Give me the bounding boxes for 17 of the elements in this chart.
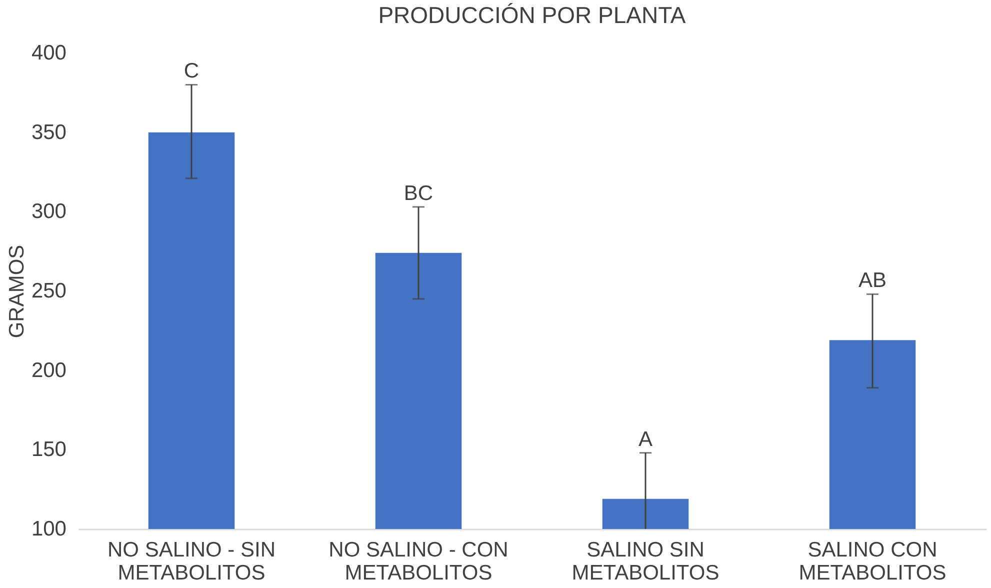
chart-title: PRODUCCIÓN POR PLANTA: [378, 2, 686, 28]
x-tick-label: NO SALINO - CON METABOLITOS: [328, 538, 508, 584]
y-tick-label: 200: [31, 358, 66, 382]
y-tick-label: 100: [31, 518, 66, 540]
y-tick-label: 150: [31, 438, 66, 462]
annotation: AB: [858, 269, 887, 292]
annotation: C: [184, 60, 200, 83]
y-tick-label: 350: [31, 120, 66, 144]
x-tick-label: SALINO SIN METABOLITOS: [572, 538, 720, 584]
y-axis-title: GRAMOS: [5, 244, 28, 338]
y-tick-label: 400: [31, 42, 66, 64]
annotation: A: [638, 428, 653, 451]
annotation: BC: [404, 182, 434, 205]
y-tick-label: 300: [31, 200, 66, 224]
x-tick-label: NO SALINO - SIN METABOLITOS: [107, 538, 276, 584]
y-tick-label: 250: [31, 280, 66, 302]
x-tick-label: SALINO CON METABOLITOS: [798, 538, 946, 584]
